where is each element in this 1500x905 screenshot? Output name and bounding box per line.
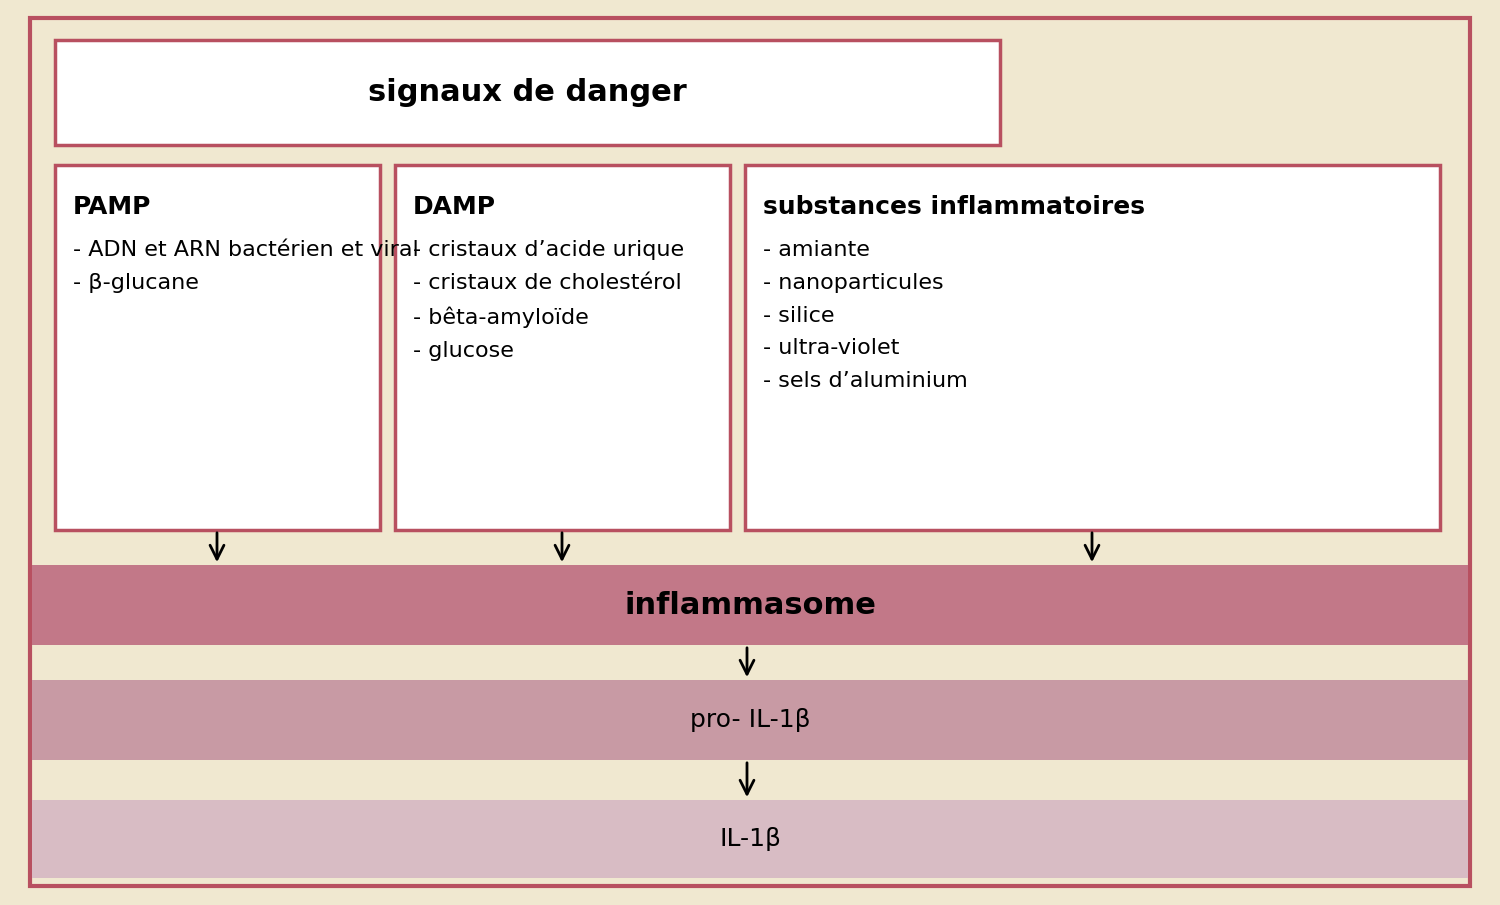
Bar — [32, 680, 1468, 760]
Text: - ADN et ARN bactérien et viral
- β-glucane: - ADN et ARN bactérien et viral - β-gluc… — [74, 240, 419, 293]
Text: PAMP: PAMP — [74, 195, 152, 219]
Bar — [56, 165, 380, 530]
Text: - cristaux d’acide urique
- cristaux de cholestérol
- bêta-amyloïde
- glucose: - cristaux d’acide urique - cristaux de … — [413, 240, 684, 361]
Bar — [56, 40, 1000, 145]
Bar — [394, 165, 730, 530]
Text: IL-1β: IL-1β — [718, 827, 782, 851]
Bar — [32, 565, 1468, 645]
Text: inflammasome: inflammasome — [624, 590, 876, 620]
Text: signaux de danger: signaux de danger — [368, 78, 687, 107]
Text: substances inflammatoires: substances inflammatoires — [764, 195, 1144, 219]
Bar — [32, 800, 1468, 878]
Text: - amiante
- nanoparticules
- silice
- ultra-violet
- sels d’aluminium: - amiante - nanoparticules - silice - ul… — [764, 240, 968, 391]
Bar — [746, 165, 1440, 530]
Text: DAMP: DAMP — [413, 195, 497, 219]
Text: pro- IL-1β: pro- IL-1β — [690, 708, 810, 732]
